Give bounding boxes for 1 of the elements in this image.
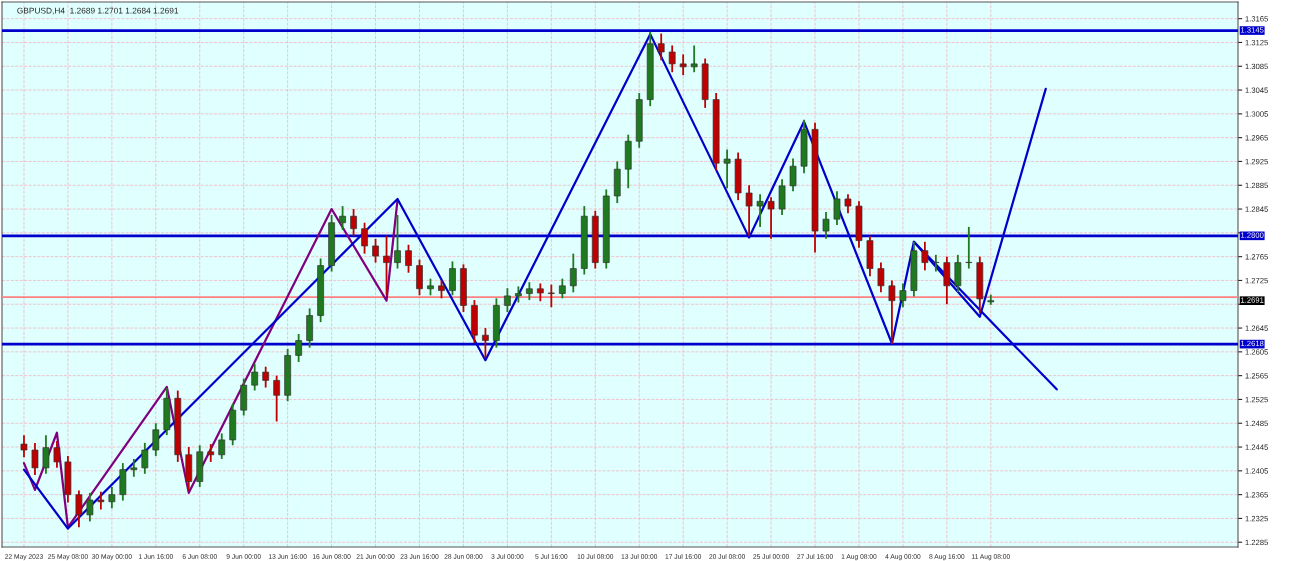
text: GBPUSD,H4 1.2689 1.2701 1.2684 1.2691 xyxy=(17,7,179,15)
